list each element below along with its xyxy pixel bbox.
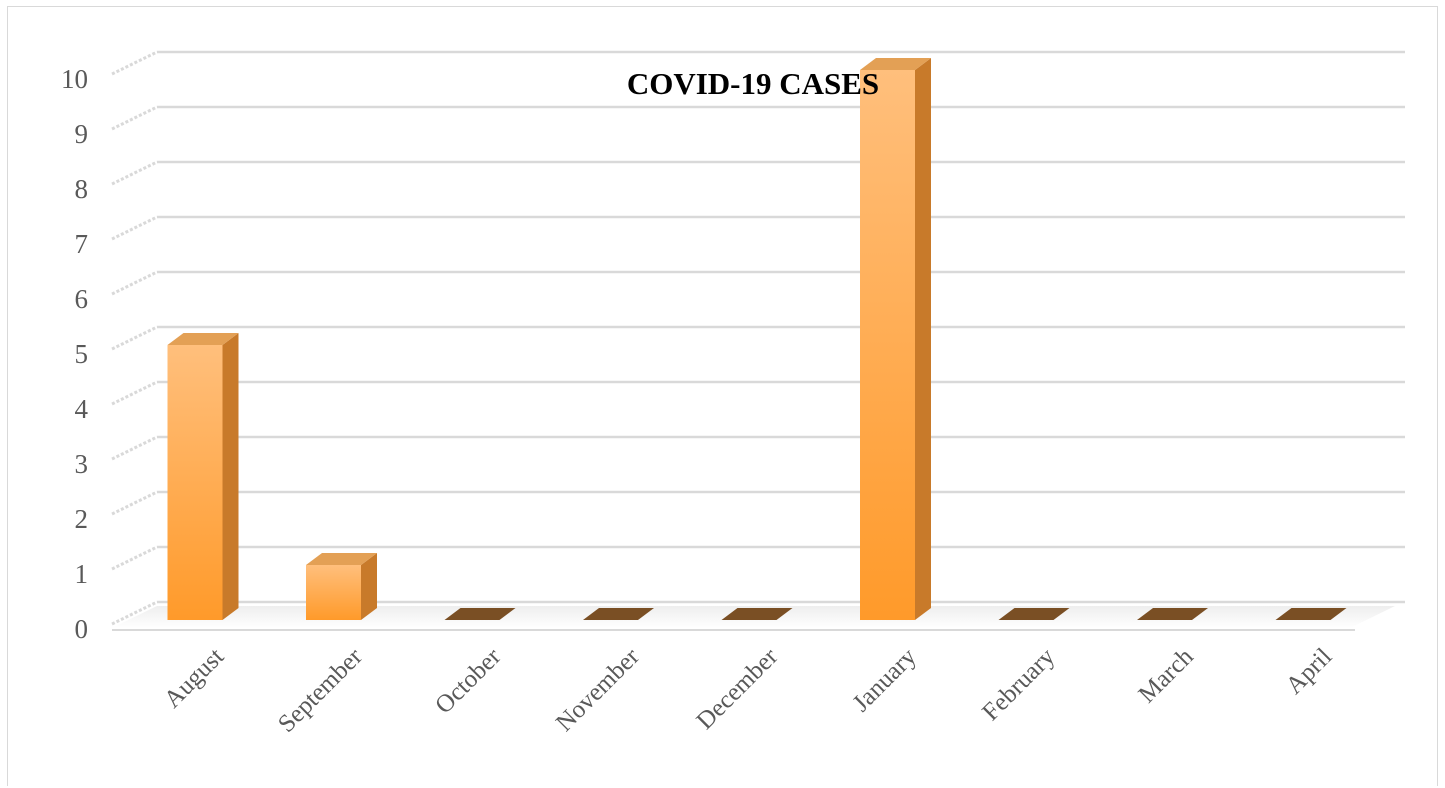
y-tick-label: 4 — [75, 394, 89, 424]
y-tick-label: 10 — [61, 64, 88, 94]
y-tick-label: 2 — [75, 504, 89, 534]
bar-top — [167, 333, 239, 345]
gridline-depth — [111, 490, 158, 516]
y-tick-label: 6 — [75, 284, 89, 314]
bar-side — [361, 553, 377, 620]
chart-frame — [7, 6, 1438, 786]
bar-zero — [1137, 608, 1208, 620]
bar-zero — [1275, 608, 1347, 620]
gridline-depth — [111, 600, 158, 626]
bar-zero — [998, 608, 1070, 620]
y-tick-label: 0 — [75, 614, 89, 644]
gridline-depth — [111, 105, 158, 131]
y-tick-label: 8 — [75, 174, 89, 204]
x-tick-label: December — [692, 643, 784, 735]
bar — [167, 345, 223, 620]
bar-zero — [583, 608, 654, 620]
bar — [306, 565, 361, 620]
gridline-depth — [111, 50, 158, 76]
y-tick-label: 1 — [75, 559, 89, 589]
gridline-depth — [111, 160, 158, 186]
x-tick-label: September — [273, 643, 368, 738]
gridline-depth — [111, 380, 158, 406]
bar-zero — [444, 608, 516, 620]
x-tick-label: November — [551, 643, 645, 737]
chart-title: COVID-19 CASES — [627, 66, 879, 101]
gridline-depth — [111, 325, 158, 351]
y-tick-label: 9 — [75, 119, 89, 149]
bar-side — [915, 58, 931, 620]
x-axis-labels: August September October November December Ja… — [159, 643, 1337, 738]
y-axis-ticks: 0 1 2 3 4 5 6 7 8 9 10 — [61, 64, 89, 644]
y-tick-label: 7 — [75, 229, 89, 259]
gridlines — [111, 50, 1405, 626]
bar — [860, 70, 915, 620]
x-tick-label: October — [430, 643, 507, 720]
x-tick-label: April — [1281, 643, 1337, 699]
gridline-depth — [111, 270, 158, 296]
x-tick-label: March — [1134, 643, 1200, 709]
gridline-depth — [111, 545, 158, 571]
bar-top — [860, 58, 931, 70]
y-tick-label: 3 — [75, 449, 89, 479]
bar-zero — [721, 608, 793, 620]
bars — [167, 58, 1347, 620]
bar-side — [222, 333, 239, 620]
gridline-depth — [111, 215, 158, 241]
bar-top — [306, 553, 377, 565]
x-tick-label: February — [977, 643, 1060, 726]
x-tick-label: August — [159, 643, 229, 713]
gridline-depth — [111, 435, 158, 461]
x-tick-label: January — [848, 643, 922, 717]
y-tick-label: 5 — [75, 339, 89, 369]
